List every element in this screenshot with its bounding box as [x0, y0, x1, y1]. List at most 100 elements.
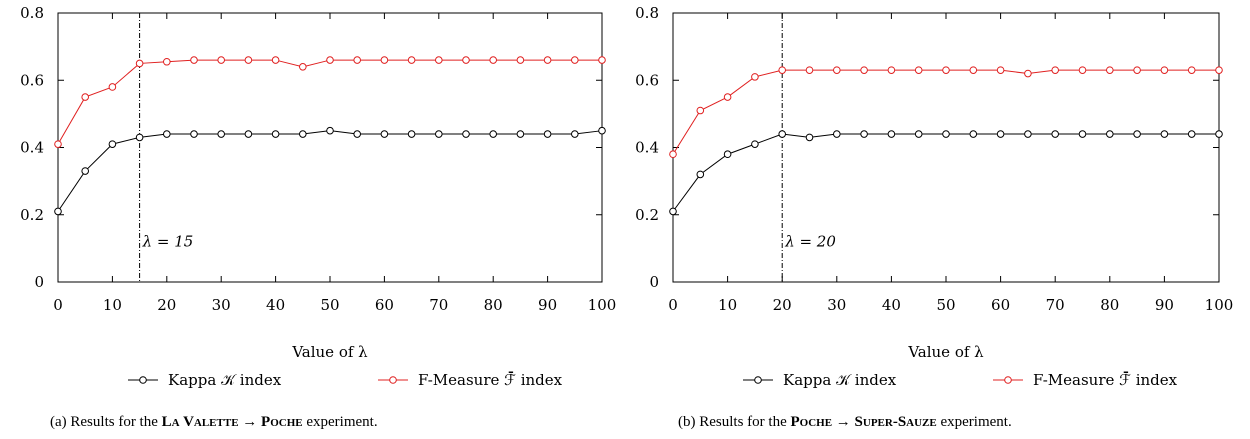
- x-tick-label: 10: [718, 296, 737, 314]
- data-point-kappa: [571, 130, 579, 138]
- x-axis-title: Value of λ: [291, 343, 368, 361]
- data-point-fmeasure: [108, 83, 117, 91]
- data-point-fmeasure: [1160, 66, 1169, 74]
- data-point-kappa: [1106, 130, 1114, 138]
- reference-line-label: λ = 15: [142, 233, 194, 251]
- data-point-fmeasure: [81, 93, 89, 101]
- data-point-fmeasure: [1215, 66, 1223, 74]
- legend-item-kappa: Kappa 𝒦 index: [743, 371, 897, 389]
- y-tick-label: 0: [34, 273, 44, 291]
- data-point-kappa: [860, 130, 868, 138]
- x-tick-label: 70: [429, 296, 448, 314]
- data-point-fmeasure: [380, 56, 389, 64]
- data-point-fmeasure: [1187, 66, 1196, 74]
- data-point-fmeasure: [299, 63, 307, 71]
- data-point-kappa: [969, 130, 978, 138]
- data-point-kappa: [407, 130, 416, 138]
- data-point-fmeasure: [407, 56, 416, 64]
- data-point-kappa: [543, 130, 552, 138]
- data-point-kappa: [805, 133, 814, 142]
- data-point-kappa: [696, 170, 705, 179]
- data-point-fmeasure: [1024, 69, 1032, 78]
- data-point-kappa: [271, 130, 280, 138]
- legend-item-fmeasure: F-Measure ℱ̄ index: [378, 371, 563, 389]
- caption-a: (a) Results for the La Valette → Poche e…: [50, 414, 378, 430]
- legend-swatch-marker: [1004, 376, 1012, 384]
- data-point-fmeasure: [217, 56, 225, 64]
- data-point-fmeasure: [1051, 66, 1059, 74]
- y-tick-label: 0.4: [20, 139, 44, 157]
- data-point-fmeasure: [598, 56, 606, 64]
- data-point-kappa: [163, 130, 171, 138]
- legend-swatch-marker: [389, 376, 397, 384]
- x-tick-label: 100: [588, 296, 617, 314]
- series-line-kappa: [57, 130, 603, 212]
- legend-item-fmeasure: F-Measure ℱ̄ index: [993, 371, 1178, 389]
- data-point-kappa: [914, 130, 923, 138]
- data-point-fmeasure: [190, 56, 198, 64]
- y-tick-label: 0: [649, 273, 659, 291]
- legend-label: Kappa 𝒦 index: [168, 371, 282, 389]
- x-tick-label: 0: [53, 296, 63, 314]
- data-point-kappa: [326, 126, 334, 135]
- x-tick-label: 50: [936, 296, 955, 314]
- data-point-kappa: [833, 130, 841, 138]
- data-point-kappa: [778, 130, 787, 138]
- y-tick-label: 0.6: [635, 71, 659, 89]
- data-point-kappa: [1024, 130, 1032, 138]
- data-point-fmeasure: [696, 106, 705, 115]
- data-point-fmeasure: [271, 56, 280, 64]
- data-point-fmeasure: [996, 66, 1005, 74]
- x-tick-label: 70: [1046, 296, 1065, 314]
- y-tick-label: 0.4: [635, 139, 659, 157]
- x-tick-label: 100: [1205, 296, 1234, 314]
- legend-swatch-marker: [139, 376, 147, 384]
- y-tick-label: 0.8: [20, 4, 44, 22]
- data-point-kappa: [1160, 130, 1169, 138]
- data-point-fmeasure: [969, 66, 978, 74]
- data-point-kappa: [1078, 130, 1087, 138]
- x-axis-title: Value of λ: [907, 343, 984, 361]
- y-tick-label: 0.6: [20, 71, 44, 89]
- x-tick-label: 10: [103, 296, 122, 314]
- x-tick-label: 50: [320, 296, 339, 314]
- data-point-fmeasure: [914, 66, 923, 74]
- x-tick-label: 90: [538, 296, 557, 314]
- x-tick-label: 30: [212, 296, 231, 314]
- data-point-fmeasure: [887, 66, 896, 74]
- data-point-kappa: [135, 133, 144, 142]
- data-point-kappa: [1215, 130, 1223, 138]
- x-tick-label: 40: [882, 296, 901, 314]
- data-point-fmeasure: [942, 66, 950, 74]
- data-point-kappa: [887, 130, 896, 138]
- chart-panel-b: 0 0.2 0.4 0.6 0.8 0 10 20 30 40 50 60 70 80 90 100 Value…: [635, 4, 1233, 389]
- data-point-kappa: [751, 140, 759, 148]
- data-point-kappa: [1187, 130, 1196, 138]
- data-point-kappa: [353, 130, 362, 138]
- x-tick-label: 20: [157, 296, 176, 314]
- data-point-kappa: [516, 130, 525, 138]
- data-point-kappa: [435, 130, 443, 138]
- y-tick-label: 0.2: [635, 206, 659, 224]
- data-point-kappa: [244, 130, 253, 138]
- data-point-fmeasure: [805, 66, 814, 74]
- data-point-kappa: [190, 130, 198, 138]
- x-tick-label: 30: [827, 296, 846, 314]
- x-tick-label: 60: [375, 296, 394, 314]
- data-point-kappa: [723, 150, 732, 159]
- data-point-kappa: [380, 130, 389, 138]
- data-point-kappa: [217, 130, 225, 138]
- x-tick-label: 0: [668, 296, 678, 314]
- data-point-kappa: [54, 207, 62, 216]
- legend-label: F-Measure ℱ̄ index: [418, 371, 563, 389]
- data-point-fmeasure: [244, 56, 253, 64]
- y-tick-label: 0.2: [20, 206, 44, 224]
- legend-label: Kappa 𝒦 index: [783, 371, 897, 389]
- data-point-kappa: [462, 130, 470, 138]
- data-point-fmeasure: [516, 56, 525, 64]
- data-point-fmeasure: [833, 66, 841, 74]
- data-point-fmeasure: [326, 56, 334, 64]
- data-point-kappa: [598, 126, 606, 135]
- data-point-kappa: [299, 130, 307, 138]
- data-point-fmeasure: [489, 56, 498, 64]
